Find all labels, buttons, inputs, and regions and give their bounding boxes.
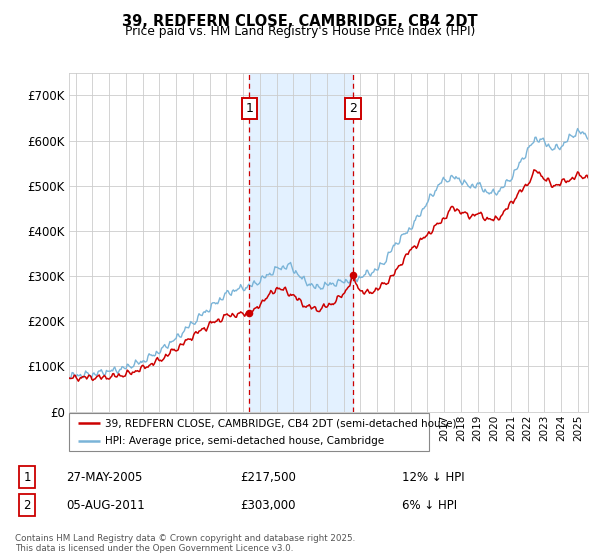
Point xyxy=(245,309,254,318)
Text: 05-AUG-2011: 05-AUG-2011 xyxy=(66,498,145,512)
Text: 12% ↓ HPI: 12% ↓ HPI xyxy=(402,470,464,484)
Text: 2: 2 xyxy=(349,102,357,115)
Text: 39, REDFERN CLOSE, CAMBRIDGE, CB4 2DT: 39, REDFERN CLOSE, CAMBRIDGE, CB4 2DT xyxy=(122,14,478,29)
Text: 27-MAY-2005: 27-MAY-2005 xyxy=(66,470,142,484)
Point xyxy=(349,270,358,279)
Text: Contains HM Land Registry data © Crown copyright and database right 2025.
This d: Contains HM Land Registry data © Crown c… xyxy=(15,534,355,553)
Text: £217,500: £217,500 xyxy=(240,470,296,484)
Text: 6% ↓ HPI: 6% ↓ HPI xyxy=(402,498,457,512)
FancyBboxPatch shape xyxy=(69,413,429,451)
Text: 1: 1 xyxy=(245,102,253,115)
Text: HPI: Average price, semi-detached house, Cambridge: HPI: Average price, semi-detached house,… xyxy=(105,436,384,446)
Text: 39, REDFERN CLOSE, CAMBRIDGE, CB4 2DT (semi-detached house): 39, REDFERN CLOSE, CAMBRIDGE, CB4 2DT (s… xyxy=(105,418,457,428)
Text: £303,000: £303,000 xyxy=(240,498,296,512)
Bar xyxy=(250,73,353,412)
Text: 2: 2 xyxy=(23,498,31,512)
Text: 1: 1 xyxy=(23,470,31,484)
Text: Price paid vs. HM Land Registry's House Price Index (HPI): Price paid vs. HM Land Registry's House … xyxy=(125,25,475,38)
